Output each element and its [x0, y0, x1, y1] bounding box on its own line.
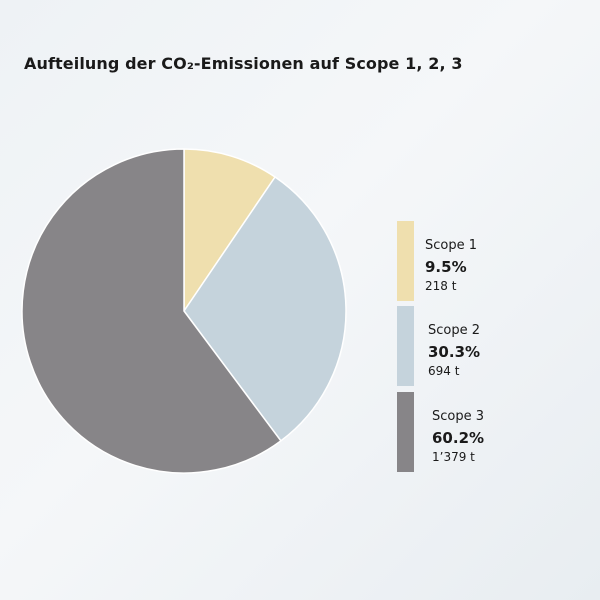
- legend-percent: 30.3%: [428, 343, 481, 361]
- pie-slice-scope-2: [183, 176, 347, 442]
- legend-swatch: [397, 306, 414, 386]
- legend-swatch: [397, 392, 414, 472]
- legend-label: Scope 1: [425, 238, 478, 253]
- legend-amount: 694 t: [428, 364, 460, 378]
- pie-slice-scope-3: [21, 148, 282, 474]
- chart-title: Aufteilung der CO₂-Emissionen auf Scope …: [24, 54, 463, 73]
- legend-swatch: [397, 221, 414, 301]
- pie-slice-scope-1: [183, 148, 276, 312]
- legend-percent: 9.5%: [425, 258, 467, 276]
- legend-percent: 60.2%: [432, 429, 485, 447]
- legend-label: Scope 2: [428, 323, 481, 338]
- legend-amount: 1’379 t: [432, 450, 475, 464]
- legend-label: Scope 3: [432, 409, 485, 424]
- legend-amount: 218 t: [425, 279, 457, 293]
